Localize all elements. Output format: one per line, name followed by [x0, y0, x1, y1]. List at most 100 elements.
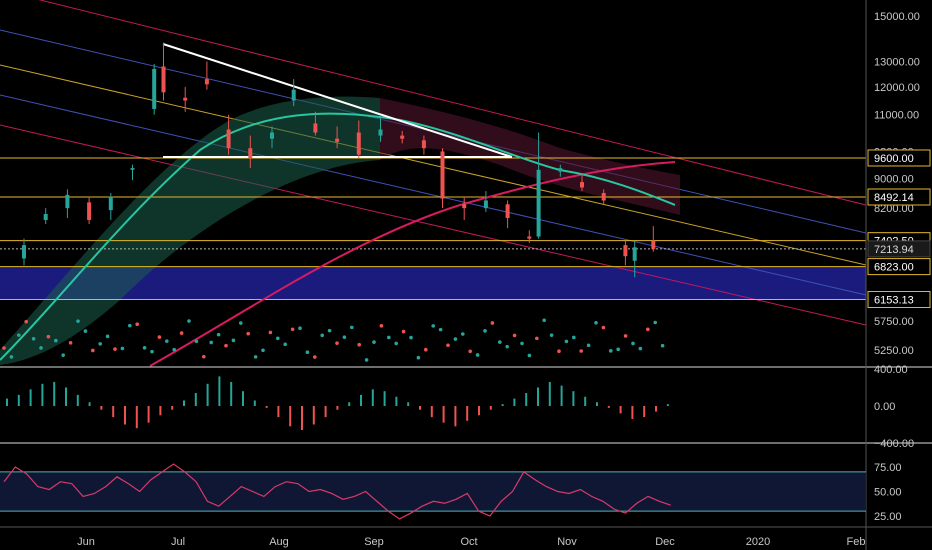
volume-dot	[431, 324, 436, 328]
candle-body	[483, 200, 488, 209]
volume-dot	[616, 347, 620, 352]
macd-bar	[643, 406, 646, 418]
price-tick-label: 5250.00	[874, 345, 914, 357]
macd-bar	[124, 406, 126, 425]
volume-dot	[105, 334, 110, 339]
macd-bar	[419, 406, 421, 410]
volume-dot	[535, 336, 539, 341]
candle-body	[291, 89, 296, 101]
current-price-tag	[867, 240, 931, 258]
price-tick-label: 5750.00	[874, 316, 914, 328]
volume-dot	[187, 319, 191, 323]
macd-bar	[265, 406, 268, 408]
volume-dot	[135, 322, 139, 327]
macd-bar	[41, 383, 44, 406]
volume-dot	[54, 338, 58, 343]
level-price-label: 8492.14	[874, 192, 914, 204]
candle-body	[651, 240, 656, 249]
candle-body	[505, 204, 510, 218]
volume-dot	[46, 334, 51, 339]
price-tick-label: 13000.00	[874, 57, 920, 69]
volume-dot	[416, 355, 421, 360]
rsi-tick-label: 50.00	[874, 487, 902, 499]
volume-dot	[387, 335, 391, 340]
macd-bar	[525, 393, 528, 406]
x-tick-label: Oct	[460, 536, 477, 548]
x-tick-label: Nov	[557, 536, 577, 548]
level-price-tag	[867, 258, 931, 276]
volume-dot	[98, 342, 102, 346]
x-tick-label: Feb	[847, 536, 866, 548]
volume-dot	[372, 340, 376, 344]
moving-average-50	[0, 112, 676, 361]
macd-bar	[29, 389, 32, 406]
macd-bar	[242, 391, 244, 406]
volume-dot	[490, 321, 495, 325]
candle-body	[335, 138, 340, 142]
macd-bar	[253, 400, 256, 406]
x-tick-label: Jul	[171, 536, 185, 548]
volume-dot	[172, 347, 176, 352]
moving-average-200	[149, 161, 676, 367]
volume-dot	[246, 331, 250, 336]
macd-bar	[147, 406, 150, 423]
candle-body	[87, 202, 92, 220]
volume-dot	[113, 347, 117, 351]
current-price-label: 7213.94	[874, 244, 914, 256]
macd-bar	[371, 389, 374, 406]
macd-bar	[289, 406, 292, 427]
volume-dot	[549, 333, 554, 337]
x-tick-label: Sep	[364, 536, 384, 548]
macd-bar	[395, 396, 398, 406]
volume-dot	[594, 320, 598, 325]
volume-dot	[572, 335, 576, 340]
price-tick-label: 9000.00	[874, 174, 914, 186]
volume-dot	[2, 346, 6, 350]
volume-dot	[446, 343, 450, 348]
macd-bar	[478, 406, 480, 416]
candle-body	[22, 245, 26, 259]
volume-dot	[142, 346, 147, 350]
candle-body	[378, 129, 383, 136]
descending-trendline	[162, 43, 513, 158]
macd-bar	[348, 402, 351, 406]
macd-bar	[655, 406, 657, 412]
macd-bar	[560, 385, 563, 406]
volume-dot	[24, 319, 29, 324]
macd-bar	[360, 394, 362, 406]
macd-bar	[135, 406, 138, 429]
macd-bar	[548, 381, 551, 406]
volume-dot	[305, 350, 310, 355]
volume-dot	[557, 349, 561, 354]
macd-bar	[17, 394, 20, 406]
ma-cloud-red	[380, 98, 680, 215]
volume-dot	[276, 336, 280, 341]
candle-body	[204, 79, 209, 85]
candle-body	[400, 135, 405, 139]
level-price-label: 6823.00	[874, 262, 914, 274]
macd-bar	[489, 406, 492, 410]
macd-bar	[442, 406, 445, 423]
volume-dot	[401, 329, 406, 334]
candle-body	[152, 68, 157, 109]
volume-dot	[564, 339, 569, 344]
candle-body	[632, 247, 637, 261]
volume-dot	[623, 334, 628, 338]
macd-bar	[194, 393, 197, 406]
level-price-tag	[867, 188, 931, 206]
macd-bar	[513, 398, 516, 406]
volume-dot	[91, 348, 95, 353]
volume-dot	[461, 332, 465, 336]
volume-dot	[128, 323, 132, 328]
macd-tick-label: 400.00	[874, 364, 908, 376]
volume-dot	[120, 346, 125, 351]
volume-dot	[586, 343, 591, 348]
macd-bar	[501, 404, 504, 406]
macd-bar	[183, 400, 185, 406]
macd-bar	[336, 406, 339, 410]
macd-bar	[88, 402, 91, 406]
macd-bar	[100, 406, 103, 410]
macd-tick-label: 0.00	[874, 401, 895, 413]
